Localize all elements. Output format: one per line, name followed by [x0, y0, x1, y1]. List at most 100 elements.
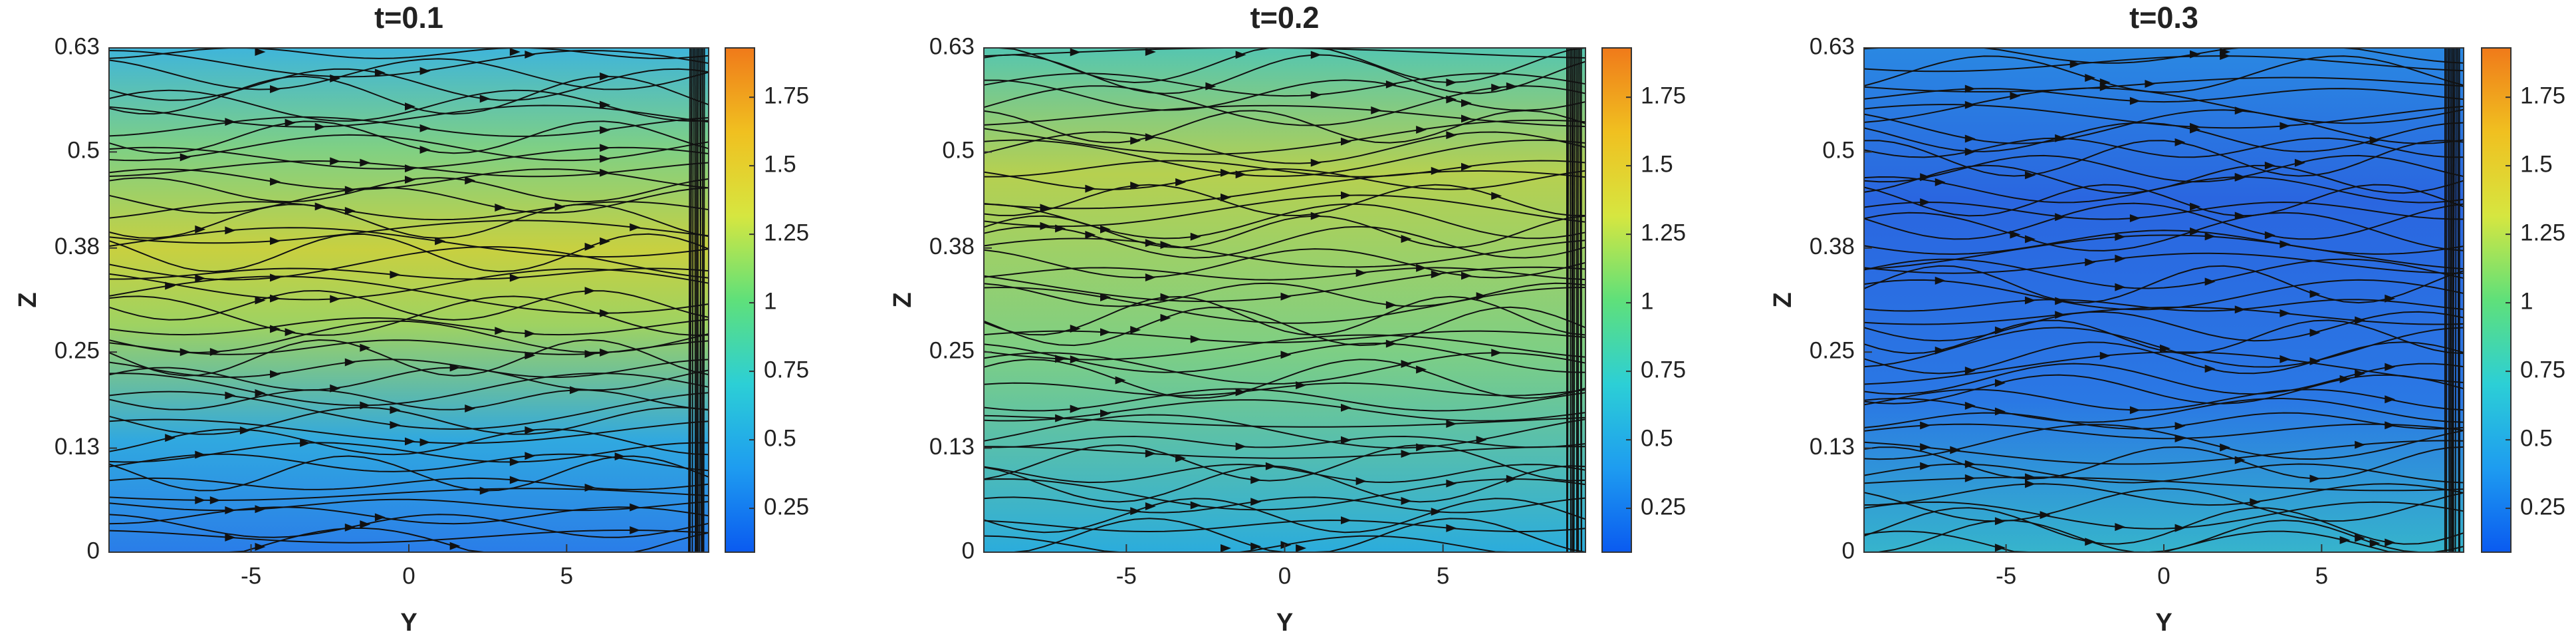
- flow-arrow: [209, 496, 221, 504]
- streamline: [1863, 374, 2464, 404]
- flow-arrow: [1235, 51, 1246, 59]
- flow-arrow: [1401, 360, 1412, 369]
- streamline: [1863, 202, 2464, 240]
- chart-title: t=0.3: [2129, 1, 2198, 35]
- flow-arrow: [270, 237, 281, 245]
- streamline: [108, 227, 709, 258]
- streamline: [983, 104, 1586, 128]
- streamline: [1863, 306, 2464, 325]
- streamline: [983, 194, 1586, 228]
- y-tick-label: 0.63: [929, 33, 975, 59]
- streamlines: [108, 47, 709, 553]
- flow-arrow: [2010, 92, 2021, 100]
- flow-arrow: [360, 401, 371, 410]
- flow-arrow: [1296, 544, 1307, 552]
- flow-arrow: [1221, 193, 1231, 202]
- flow-arrow: [2204, 232, 2216, 241]
- flow-arrow: [2010, 230, 2021, 239]
- flow-arrow: [2115, 283, 2126, 291]
- flow-arrow: [1994, 407, 2006, 416]
- wall-streamline: [2447, 47, 2450, 553]
- flow-arrow: [1055, 224, 1066, 233]
- flow-arrow: [1461, 162, 1472, 171]
- flow-arrow: [255, 505, 266, 514]
- streamline: [983, 131, 1586, 164]
- flow-arrow: [2369, 539, 2381, 548]
- streamline: [108, 506, 709, 525]
- flow-arrow: [1341, 137, 1351, 146]
- flow-arrow: [2385, 395, 2396, 404]
- streamline: [983, 465, 1586, 503]
- flow-arrow: [2055, 311, 2066, 319]
- colorbar-tick-label: 1.75: [764, 82, 809, 108]
- flow-arrow: [2099, 351, 2111, 360]
- flow-arrow: [2115, 254, 2126, 263]
- flow-arrow: [600, 237, 611, 245]
- flow-arrow: [1461, 271, 1472, 280]
- flow-arrow: [1070, 404, 1081, 413]
- flow-arrow: [2190, 202, 2201, 211]
- flow-arrow: [1476, 292, 1487, 301]
- flow-arrow: [2309, 329, 2321, 337]
- flow-arrow: [330, 157, 341, 166]
- streamline: [108, 268, 709, 301]
- y-tick-label: 0.25: [55, 337, 100, 363]
- streamline: [108, 289, 709, 321]
- flow-arrow: [285, 118, 296, 127]
- flow-arrow: [2309, 357, 2321, 365]
- flow-arrow: [344, 206, 356, 215]
- flow-arrow: [2085, 538, 2096, 546]
- flow-arrow: [2280, 240, 2291, 249]
- streamline: [983, 463, 1586, 484]
- flow-arrow: [1221, 168, 1231, 177]
- flow-arrow: [2190, 125, 2201, 134]
- flow-arrow: [1145, 48, 1156, 56]
- flow-arrow: [1070, 355, 1081, 364]
- flow-arrow: [1190, 501, 1201, 510]
- flow-arrow: [479, 94, 491, 103]
- colorbar-tick-label: 0.5: [764, 425, 796, 451]
- streamline: [1863, 87, 2464, 124]
- streamline: [983, 399, 1586, 422]
- streamline: [983, 414, 1586, 428]
- flow-arrow: [525, 50, 536, 59]
- flow-arrow: [2160, 344, 2170, 353]
- flow-arrow: [2115, 233, 2126, 241]
- flow-arrow: [1085, 184, 1096, 193]
- wall-streamline: [703, 47, 705, 553]
- colorbar-tick-label: 1.75: [1641, 82, 1686, 108]
- streamline: [1863, 201, 2464, 220]
- streamline: [983, 478, 1586, 511]
- flow-arrow: [600, 168, 611, 177]
- streamline: [983, 248, 1586, 279]
- flow-arrow: [225, 391, 236, 400]
- flow-arrow: [1920, 198, 1931, 207]
- y-tick-label: 0.38: [55, 234, 100, 259]
- streamline: [108, 47, 709, 59]
- colorbar-tick-label: 1.5: [764, 151, 796, 177]
- flow-arrow: [195, 496, 206, 504]
- colorbar-tick-label: 1.25: [2520, 220, 2565, 245]
- wall-streamline: [688, 47, 691, 553]
- flow-arrow: [2339, 536, 2351, 544]
- flow-arrow: [584, 484, 596, 492]
- y-tick-label: 0.63: [1810, 33, 1855, 59]
- wall-streamline: [691, 47, 694, 553]
- flow-arrow: [1416, 443, 1427, 452]
- flow-arrow: [509, 273, 521, 282]
- flow-arrow: [2129, 96, 2141, 105]
- flow-arrow: [2025, 473, 2036, 482]
- flow-arrow: [195, 274, 206, 283]
- colorbar-tick-label: 0.5: [2520, 425, 2553, 451]
- flow-arrow: [1506, 82, 1517, 90]
- flow-arrow: [1355, 477, 1367, 486]
- x-tick-label: 5: [560, 563, 573, 589]
- flow-arrow: [419, 67, 431, 75]
- flow-arrow: [1040, 222, 1051, 230]
- flow-arrow: [165, 434, 176, 442]
- streamline: [108, 373, 709, 406]
- flow-arrow: [1385, 80, 1397, 88]
- y-tick-label: 0.38: [929, 234, 975, 259]
- panel: t=0.3 Y Z -5 0 5 0 0.13 0.25 0.38 0.5 0.63 0.25 0.5 0.…: [1769, 1, 2565, 637]
